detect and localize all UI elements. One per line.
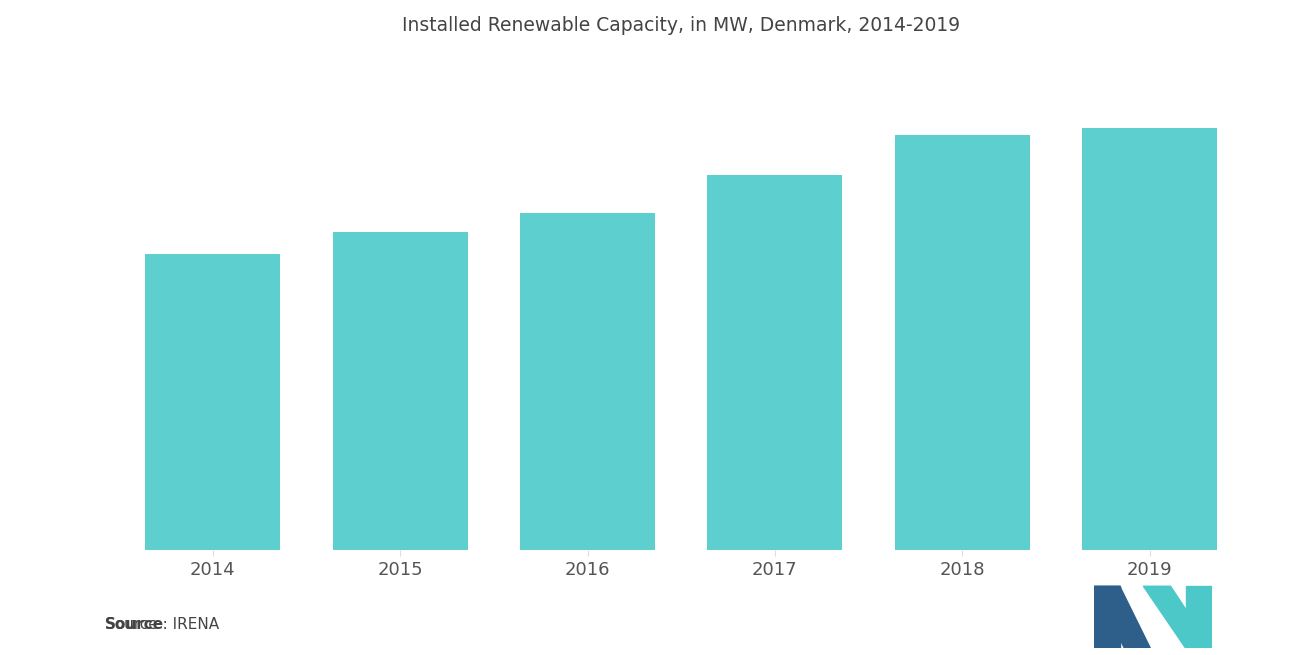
Bar [895,134,1030,550]
Bar [707,176,842,550]
Polygon shape [1094,586,1120,648]
Polygon shape [1186,586,1212,648]
Text: Source: Source [105,617,164,632]
Bar [145,254,280,550]
Bar [333,232,468,550]
Polygon shape [1094,586,1150,648]
Bar [520,214,655,550]
Title: Installed Renewable Capacity, in MW, Denmark, 2014-2019: Installed Renewable Capacity, in MW, Den… [402,16,960,35]
Bar [1082,128,1217,550]
Polygon shape [1144,586,1212,648]
Text: Source : IRENA: Source : IRENA [105,617,219,632]
